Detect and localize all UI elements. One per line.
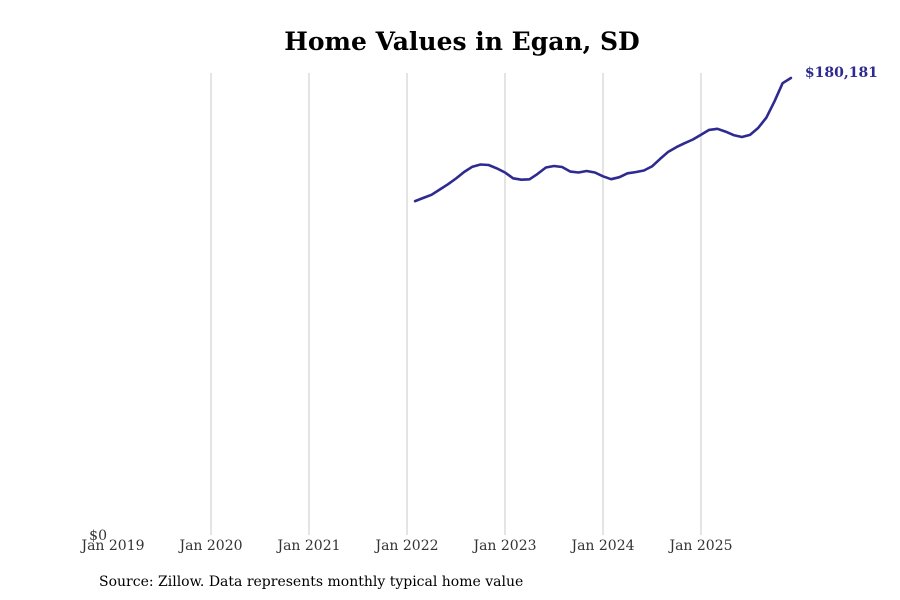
grid-lines xyxy=(210,73,702,535)
source-note: Source: Zillow. Data represents monthly … xyxy=(99,574,524,590)
x-tick-label: Jan 2020 xyxy=(177,538,242,554)
x-tick-label: Jan 2021 xyxy=(275,538,340,554)
x-tick-label: Jan 2019 xyxy=(79,538,144,554)
x-tick-label: Jan 2025 xyxy=(667,538,732,554)
x-tick-label: Jan 2022 xyxy=(373,538,438,554)
axis-ticks: Jan 2019 Jan 2020 Jan 2021 Jan 2022 Jan 2023… xyxy=(79,528,732,554)
chart-title: Home Values in Egan, SD xyxy=(284,27,640,56)
series-layer xyxy=(413,76,793,203)
x-tick-label: Jan 2023 xyxy=(471,538,536,554)
x-tick-label: Jan 2024 xyxy=(569,538,634,554)
data-labels: $180,181 xyxy=(805,65,878,81)
y-tick-label: $0 xyxy=(89,528,107,544)
end-value-label: $180,181 xyxy=(805,65,878,81)
series-line xyxy=(413,76,793,203)
